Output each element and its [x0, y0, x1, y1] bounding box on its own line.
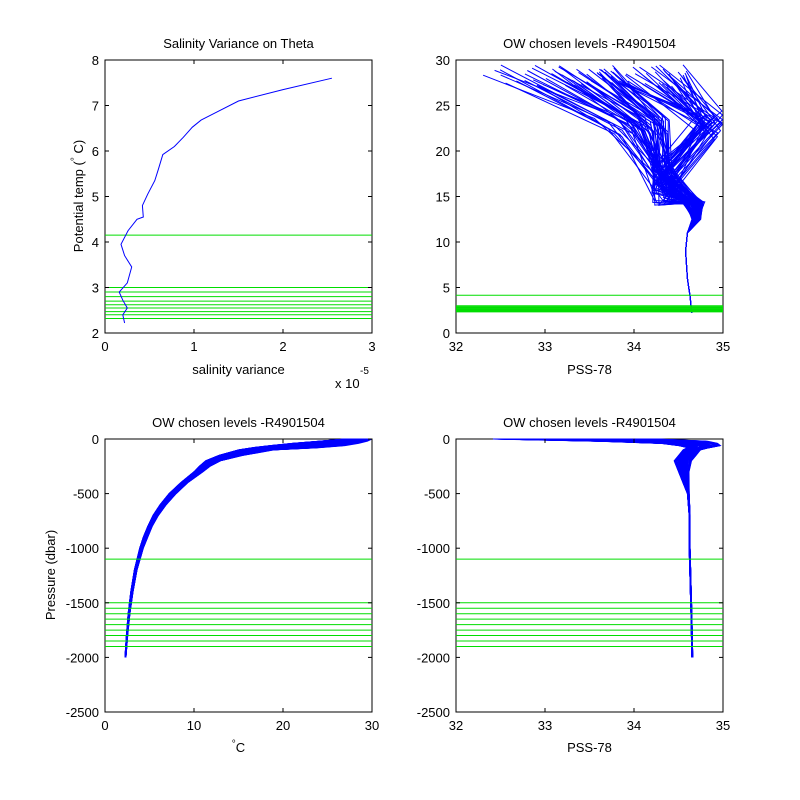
profile-line: [124, 438, 346, 658]
profile-line: [561, 438, 698, 658]
panel-theta-salinity: 32 33 34 35 0 5 10 15 20 25 30 OW chosen levels -R…: [436, 36, 731, 377]
y-tick-label: -500: [424, 487, 450, 502]
chosen-level-lines: [456, 294, 723, 313]
x-tick-label: 20: [276, 718, 290, 733]
chosen-level-lines: [456, 558, 723, 647]
x-tick-label: 34: [627, 339, 641, 354]
x-label-main: C: [236, 740, 245, 755]
profile-line: [124, 438, 352, 658]
x-tick-label: 35: [716, 718, 730, 733]
y-tick-label: 6: [92, 144, 99, 159]
panel-title: OW chosen levels -R4901504: [503, 36, 676, 51]
x-tick-label: 0: [101, 718, 108, 733]
x-axis-label: PSS-78: [567, 362, 612, 377]
x-label-degree: °: [232, 739, 236, 750]
x-tick-label: 10: [187, 718, 201, 733]
y-tick-label: 15: [436, 190, 450, 205]
y-tick-label: -2000: [417, 650, 450, 665]
x-tick-label: 0: [101, 339, 108, 354]
panel-pressure-salinity: 32 33 34 35 -2500 -2000 -1500 -1000 -500 0 OW cho…: [417, 415, 730, 755]
x-tick-label: 1: [190, 339, 197, 354]
axis-ticks: 0 1 2 3 2 3 4 5 6 7 8: [92, 53, 376, 354]
axis-ticks: 0 10 20 30 -2500 -2000 -1500 -1000 -500 0: [66, 432, 379, 733]
y-label-degree: °: [70, 157, 81, 161]
profile-lines: [124, 438, 373, 658]
y-tick-label: 0: [92, 432, 99, 447]
axis-ticks: 32 33 34 35 0 5 10 15 20 25 30: [436, 53, 731, 354]
x-axis-label: °C: [232, 739, 245, 755]
panel-pressure-temperature: 0 10 20 30 -2500 -2000 -1500 -1000 -500 0 OW chos…: [43, 415, 379, 755]
y-tick-label: 0: [443, 326, 450, 341]
exponent-base: x 10: [335, 376, 360, 391]
profile-line: [125, 438, 370, 658]
y-tick-label: -2500: [66, 705, 99, 720]
y-axis-label: Potential temp (° C): [70, 140, 86, 252]
y-tick-label: -2500: [417, 705, 450, 720]
x-tick-label: 32: [449, 718, 463, 733]
x-exponent-power: -5: [360, 366, 369, 377]
y-tick-label: 30: [436, 53, 450, 68]
x-tick-label: 33: [538, 339, 552, 354]
y-tick-label: 20: [436, 144, 450, 159]
x-axis-label: PSS-78: [567, 740, 612, 755]
y-tick-label: 0: [443, 432, 450, 447]
profile-line: [644, 82, 710, 314]
x-tick-label: 2: [279, 339, 286, 354]
y-axis-label: Pressure (dbar): [43, 530, 58, 620]
chosen-level-lines: [105, 234, 372, 319]
y-tick-label: 25: [436, 99, 450, 114]
panel-salinity-variance: 0 1 2 3 2 3 4 5 6 7 8 Salinity Variance on Theta s…: [70, 36, 376, 391]
profile-lines: [482, 64, 724, 314]
x-tick-label: 33: [538, 718, 552, 733]
series-line: [118, 77, 333, 324]
panel-title: OW chosen levels -R4901504: [503, 415, 676, 430]
x-tick-label: 34: [627, 718, 641, 733]
y-tick-label: -1500: [417, 596, 450, 611]
chosen-level-lines: [105, 558, 372, 647]
y-tick-label: 5: [92, 190, 99, 205]
y-tick-label: -1500: [66, 596, 99, 611]
panel-title: Salinity Variance on Theta: [163, 36, 314, 51]
profile-lines: [492, 438, 722, 658]
y-tick-label: 3: [92, 281, 99, 296]
x-tick-label: 32: [449, 339, 463, 354]
y-tick-label: 2: [92, 326, 99, 341]
y-tick-label: -1000: [417, 541, 450, 556]
x-tick-label: 3: [368, 339, 375, 354]
plot-frame: [104, 438, 373, 713]
y-tick-label: 5: [443, 281, 450, 296]
y-tick-label: 4: [92, 235, 99, 250]
y-label-main: Potential temp (: [71, 160, 86, 252]
y-tick-label: 10: [436, 235, 450, 250]
panel-title: OW chosen levels -R4901504: [152, 415, 325, 430]
x-axis-label: salinity variance: [192, 362, 285, 377]
y-tick-label: -2000: [66, 650, 99, 665]
x-exponent-label: x 10: [335, 376, 360, 391]
plot-frame: [455, 438, 724, 713]
y-tick-label: -500: [73, 487, 99, 502]
axis-ticks: 32 33 34 35 -2500 -2000 -1500 -1000 -500 0: [417, 432, 730, 733]
y-tick-label: -1000: [66, 541, 99, 556]
x-tick-label: 30: [365, 718, 379, 733]
y-tick-label: 8: [92, 53, 99, 68]
profile-lines: [118, 77, 333, 324]
x-tick-label: 35: [716, 339, 730, 354]
y-tick-label: 7: [92, 99, 99, 114]
y-label-tail: C): [71, 140, 86, 157]
